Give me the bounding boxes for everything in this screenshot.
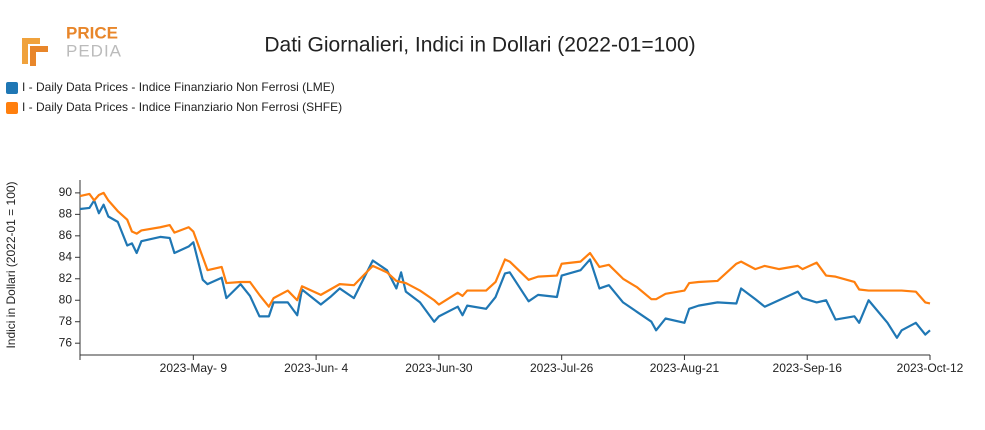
x-tick-label: 2023-Sep-16 <box>773 361 843 375</box>
y-tick-label: 90 <box>59 185 73 199</box>
legend-text: I - Daily Data Prices - Indice Finanziar… <box>22 100 342 114</box>
logo: PRICE PEDIA <box>22 23 122 66</box>
logo-mark <box>30 46 48 66</box>
y-tick-label: 80 <box>59 292 73 306</box>
legend-swatch <box>6 82 18 94</box>
series-line <box>79 199 931 339</box>
logo-mark <box>22 38 40 64</box>
legend-swatch <box>6 102 18 114</box>
x-tick-label: 2023-Aug-21 <box>650 361 720 375</box>
legend-text: I - Daily Data Prices - Indice Finanziar… <box>22 80 335 94</box>
y-tick-label: 86 <box>59 228 73 242</box>
y-axis-label: Indici in Dollari (2022-01 = 100) <box>4 181 18 348</box>
chart-title: Dati Giornalieri, Indici in Dollari (202… <box>264 34 695 57</box>
y-tick-label: 82 <box>59 271 73 285</box>
x-tick-label: 2023-Jun- 4 <box>284 361 348 375</box>
x-tick-label: 2023-Oct-12 <box>897 361 964 375</box>
x-tick-label: 2023-Jun-30 <box>405 361 473 375</box>
y-tick-label: 88 <box>59 207 73 221</box>
y-tick-label: 84 <box>59 249 73 263</box>
logo-text: PEDIA <box>66 41 122 60</box>
x-tick-label: 2023-Jul-26 <box>530 361 594 375</box>
logo-text: PRICE <box>66 23 118 42</box>
x-tick-label: 2023-May- 9 <box>160 361 228 375</box>
series-line <box>79 191 931 308</box>
y-tick-label: 76 <box>59 335 73 349</box>
y-tick-label: 78 <box>59 314 73 328</box>
